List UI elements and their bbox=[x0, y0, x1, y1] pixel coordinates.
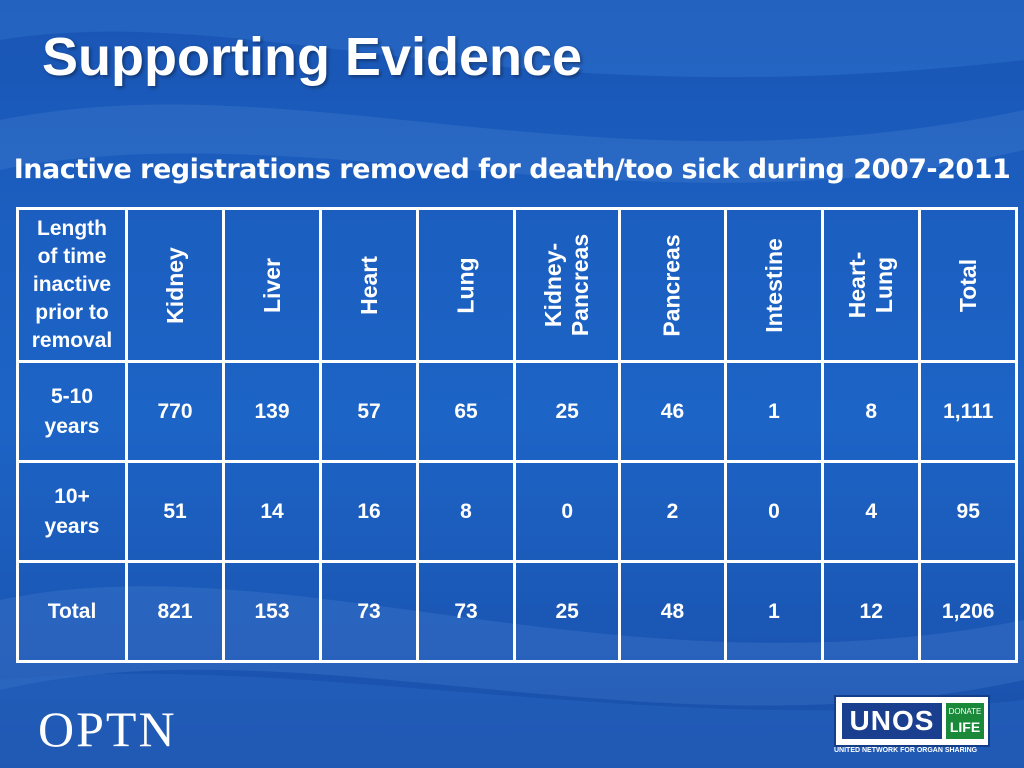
table-cell: 821 bbox=[125, 560, 225, 663]
row-label-line: years bbox=[44, 514, 100, 538]
column-header-kidney-pancreas: Kidney- Pancreas bbox=[512, 207, 622, 363]
table-row: 5-10 years 770 139 57 65 25 46 1 8 1,111 bbox=[16, 360, 1019, 463]
table-cell: 2 bbox=[618, 460, 727, 563]
table-cell: 12 bbox=[821, 560, 922, 663]
column-header-text: Pancreas bbox=[567, 233, 594, 337]
table-cell: 8 bbox=[821, 360, 922, 463]
table-cell: 1 bbox=[723, 560, 825, 663]
column-header-text: Total bbox=[954, 258, 981, 312]
life-text: LIFE bbox=[949, 719, 981, 735]
column-header-liver: Liver bbox=[222, 207, 322, 363]
removal-table: Length of time inactive prior to removal… bbox=[16, 207, 1019, 663]
table-cell: 16 bbox=[319, 460, 419, 563]
unos-logo: UNOS DONATE LIFE UNITED NETWORK FOR ORGA… bbox=[834, 695, 994, 761]
table-cell: 51 bbox=[125, 460, 225, 563]
row-label-total: Total bbox=[16, 560, 128, 663]
table-cell: 770 bbox=[125, 360, 225, 463]
column-header-heart: Heart bbox=[319, 207, 419, 363]
column-header-text: Intestine bbox=[760, 237, 787, 333]
table-cell: 25 bbox=[512, 560, 622, 663]
unos-logo-box: UNOS DONATE LIFE bbox=[834, 695, 990, 747]
row-label-line: 5-10 bbox=[50, 384, 94, 408]
column-header-text: Heart- bbox=[844, 251, 871, 319]
table-cell: 139 bbox=[222, 360, 322, 463]
unos-wordmark: UNOS bbox=[842, 703, 942, 739]
slide-title: Supporting Evidence bbox=[42, 27, 583, 87]
row-label-line: Total bbox=[47, 599, 97, 623]
corner-label-line: inactive bbox=[32, 273, 112, 296]
table-cell: 0 bbox=[723, 460, 825, 563]
corner-label-line: prior to bbox=[35, 301, 109, 324]
row-label-line: 10+ bbox=[54, 484, 90, 508]
optn-logo: OPTN bbox=[38, 701, 177, 757]
table-cell: 1,206 bbox=[918, 560, 1019, 663]
table-cell: 48 bbox=[618, 560, 727, 663]
column-header-text: Kidney bbox=[161, 246, 188, 324]
table-cell: 73 bbox=[319, 560, 419, 663]
unos-tagline: UNITED NETWORK FOR ORGAN SHARING bbox=[834, 747, 978, 754]
table-cell: 57 bbox=[319, 360, 419, 463]
table-cell: 1 bbox=[723, 360, 825, 463]
column-header-text: Kidney- bbox=[540, 242, 567, 328]
column-header-lung: Lung bbox=[416, 207, 516, 363]
table-cell: 46 bbox=[618, 360, 727, 463]
corner-label: Length of time inactive prior to removal bbox=[16, 207, 128, 363]
row-label-5-10-years: 5-10 years bbox=[16, 360, 128, 463]
table-cell: 25 bbox=[512, 360, 622, 463]
column-header-heart-lung: Heart- Lung bbox=[821, 207, 922, 363]
row-label-line: years bbox=[44, 414, 100, 438]
corner-label-line: removal bbox=[31, 329, 113, 352]
column-header-text: Lung bbox=[871, 256, 898, 314]
column-header-kidney: Kidney bbox=[125, 207, 225, 363]
column-header-pancreas: Pancreas bbox=[618, 207, 727, 363]
donate-text: DONATE bbox=[948, 707, 982, 716]
corner-label-line: Length bbox=[37, 217, 107, 240]
table-header-row: Length of time inactive prior to removal… bbox=[16, 207, 1019, 363]
row-label-10-plus-years: 10+ years bbox=[16, 460, 128, 563]
table-row: Total 821 153 73 73 25 48 1 12 1,206 bbox=[16, 560, 1019, 663]
table-cell: 14 bbox=[222, 460, 322, 563]
slide-subtitle: Inactive registrations removed for death… bbox=[13, 154, 1011, 185]
table-cell: 8 bbox=[416, 460, 516, 563]
table-row: 10+ years 51 14 16 8 0 2 0 4 95 bbox=[16, 460, 1019, 563]
column-header-text: Lung bbox=[452, 256, 479, 314]
table-cell: 73 bbox=[416, 560, 516, 663]
table-cell: 4 bbox=[821, 460, 922, 563]
column-header-text: Pancreas bbox=[658, 233, 685, 337]
table-cell: 153 bbox=[222, 560, 322, 663]
table-cell: 65 bbox=[416, 360, 516, 463]
table-cell: 0 bbox=[512, 460, 622, 563]
table-cell: 95 bbox=[918, 460, 1019, 563]
column-header-total: Total bbox=[918, 207, 1019, 363]
corner-label-line: of time bbox=[37, 245, 107, 268]
table-cell: 1,111 bbox=[918, 360, 1019, 463]
column-header-text: Heart bbox=[355, 255, 382, 315]
donate-life-badge: DONATE LIFE bbox=[946, 703, 984, 739]
column-header-text: Liver bbox=[258, 257, 285, 313]
column-header-intestine: Intestine bbox=[723, 207, 825, 363]
